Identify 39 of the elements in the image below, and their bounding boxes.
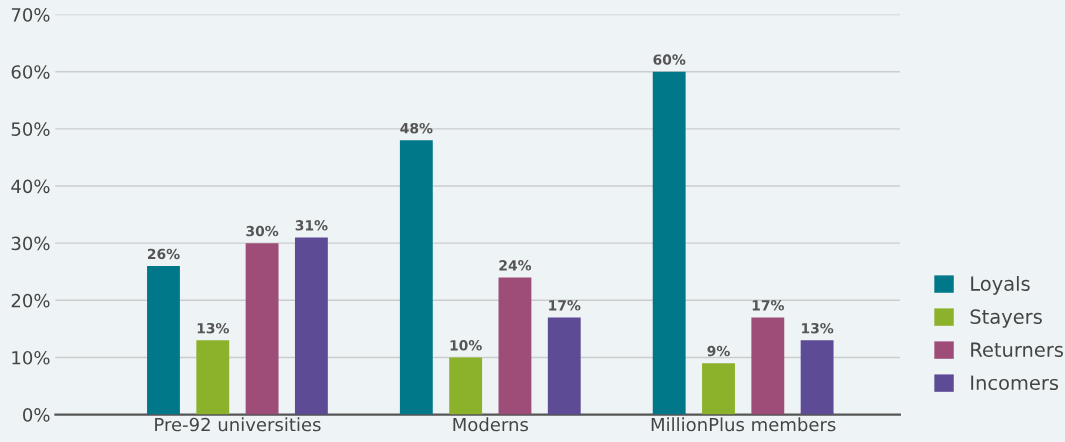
data-label: 13% (802, 322, 834, 334)
y-tick-label: 30% (11, 236, 50, 251)
bar (147, 266, 180, 415)
y-tick-label: 70% (11, 8, 50, 22)
data-label: 10% (450, 340, 482, 351)
bar (196, 340, 230, 415)
bar (498, 277, 532, 415)
data-label: 13% (197, 322, 229, 334)
data-label: 24% (499, 260, 532, 271)
y-tick-label: 10% (12, 350, 50, 365)
data-label: 60% (653, 54, 686, 65)
y-tick-label: 20% (11, 293, 50, 308)
bar (399, 140, 433, 415)
bar (294, 237, 328, 415)
bar (652, 71, 686, 415)
y-tick-label: 60% (11, 65, 50, 79)
legend-label: Incomers (971, 375, 1059, 391)
data-label: 31% (295, 220, 328, 231)
legend-label: Loyals (971, 275, 1030, 295)
x-tick-label: Moderns (453, 417, 528, 432)
bar (449, 357, 483, 415)
bar (800, 340, 834, 415)
bar (751, 317, 785, 415)
bar (547, 317, 581, 415)
y-tick-label: 0% (23, 408, 50, 422)
x-tick-label: MillionPlus members (651, 417, 836, 432)
bar (702, 363, 735, 415)
data-label: 17% (752, 300, 784, 311)
legend-label: Returners (971, 342, 1063, 358)
data-label: 26% (147, 248, 180, 260)
data-label: 17% (549, 300, 581, 311)
bar (245, 243, 279, 415)
data-label: 48% (400, 122, 433, 134)
data-label: 30% (246, 225, 279, 237)
data-label: 9% (707, 345, 730, 357)
x-tick-label: Pre-92 universities (155, 417, 321, 432)
y-tick-label: 40% (11, 179, 50, 194)
legend-label: Stayers (970, 309, 1042, 328)
y-tick-label: 50% (11, 122, 50, 136)
